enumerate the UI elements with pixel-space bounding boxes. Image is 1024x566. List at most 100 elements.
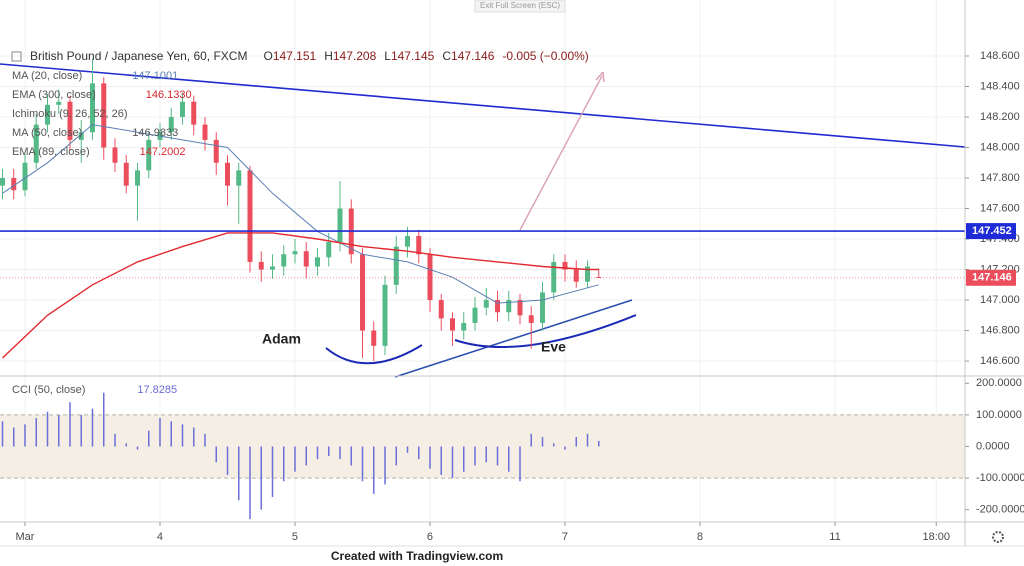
settings-icon[interactable] (992, 531, 1004, 543)
candle-body (134, 170, 140, 186)
ohlc-value: 147.151 (273, 49, 317, 63)
candle-body (33, 124, 39, 163)
arrow-head (595, 71, 605, 83)
legend-name[interactable]: MA (50, close) (12, 127, 82, 139)
candle-body (371, 330, 377, 346)
ohlc-value: 147.208 (333, 49, 377, 63)
legend-name[interactable]: EMA (300, close) (12, 89, 96, 101)
candle-body (78, 132, 84, 140)
channel-line (394, 299, 633, 378)
candle-body (326, 242, 332, 258)
exit-button[interactable] (474, 0, 566, 13)
legend-name[interactable]: MA (20, close) (12, 70, 82, 82)
y-tick-label: 148.400 (980, 80, 1020, 92)
legend-value: 147.2002 (140, 146, 186, 158)
candle-body (314, 257, 320, 267)
candle-body (506, 300, 512, 313)
candle-body (483, 300, 489, 308)
footer: Created with Tradingview.com (331, 549, 503, 563)
candle-body (472, 307, 478, 323)
cci-band (0, 414, 965, 479)
plot-layer (0, 59, 965, 520)
trendline (0, 63, 966, 148)
annotation: Adam (262, 331, 301, 347)
y-tick-label: 100.0000 (976, 409, 1022, 421)
x-tick-label: 18:00 (922, 531, 950, 543)
y-tick-label: 146.600 (980, 355, 1020, 367)
candle-body (258, 261, 264, 270)
candle-body (517, 300, 523, 316)
y-tick-label: 0.0000 (976, 440, 1010, 452)
candle-body (382, 284, 388, 346)
adam-curve (325, 344, 423, 365)
last-price-tag (966, 269, 1016, 286)
candle-body (539, 292, 545, 323)
x-tick-label: 8 (697, 531, 703, 543)
y-tick-label: -100.0000 (976, 472, 1024, 484)
y-tick-label: 147.000 (980, 294, 1020, 306)
legend-name[interactable]: EMA (89, close) (12, 146, 90, 158)
candle-body (123, 162, 129, 186)
candle-body (337, 208, 343, 243)
ohlc-value: 147.146 (451, 49, 495, 63)
y-tick-label: 147.600 (980, 202, 1020, 214)
candle-body (427, 254, 433, 301)
x-tick-label: Mar (16, 531, 35, 543)
candle-body (551, 261, 557, 293)
candle-body (236, 170, 242, 186)
x-tick-label: 6 (427, 531, 433, 543)
candle-body (56, 101, 62, 105)
candle-body (494, 300, 500, 313)
y-tick-label: 148.200 (980, 111, 1020, 123)
eve-curve (454, 314, 637, 348)
y-tick-label: -200.0000 (976, 504, 1024, 516)
candle-body (247, 170, 253, 262)
candle-body (404, 235, 410, 247)
x-tick-label: 5 (292, 531, 298, 543)
candle-body (0, 178, 5, 186)
candle-body (281, 254, 287, 267)
ohlc-label: H (324, 49, 333, 63)
candle-body (461, 322, 467, 331)
collapse-icon (11, 51, 22, 62)
price-tag-label: 147.452 (972, 225, 1012, 237)
candle-body (202, 124, 208, 140)
target-arrow (519, 75, 603, 231)
candle-body (11, 178, 17, 191)
price-tag (966, 223, 1016, 240)
last-price-label: 147.146 (972, 272, 1012, 284)
candle-body (393, 246, 399, 285)
y-tick-label: 147.800 (980, 172, 1020, 184)
ohlc-label: L (384, 49, 391, 63)
candle-body (179, 101, 185, 117)
x-tick-label: 4 (157, 531, 163, 543)
candle-body (584, 266, 590, 282)
candle-body (292, 251, 298, 255)
change-value: -0.005 (−0.00%) (502, 49, 588, 63)
candle-body (168, 116, 174, 133)
legend-name[interactable]: Ichimoku (9, 26, 52, 26) (12, 108, 128, 120)
candle-body (528, 315, 534, 323)
candle-body (596, 277, 602, 279)
candle-body (67, 101, 73, 140)
y-tick-label: 200.0000 (976, 377, 1022, 389)
candle-body (438, 300, 444, 319)
ohlc-label: C (442, 49, 451, 63)
annotation: Eve (541, 339, 566, 355)
x-tick-label: 11 (829, 531, 840, 543)
candle-body (449, 318, 455, 331)
candle-body (573, 269, 579, 282)
candle-body (213, 139, 219, 163)
y-tick-label: 148.000 (980, 141, 1020, 153)
candle-body (191, 101, 197, 125)
legend-value: 146.1330 (146, 89, 192, 101)
legend-name[interactable]: CCI (50, close) (12, 384, 85, 396)
legend-value: 147.1001 (132, 70, 178, 82)
symbol-title: British Pound / Japanese Yen, 60, FXCM (30, 49, 247, 63)
grid-layer (0, 0, 965, 522)
exit-button-label[interactable]: Exit Full Screen (ESC) (480, 1, 560, 10)
candle-body (89, 83, 95, 133)
